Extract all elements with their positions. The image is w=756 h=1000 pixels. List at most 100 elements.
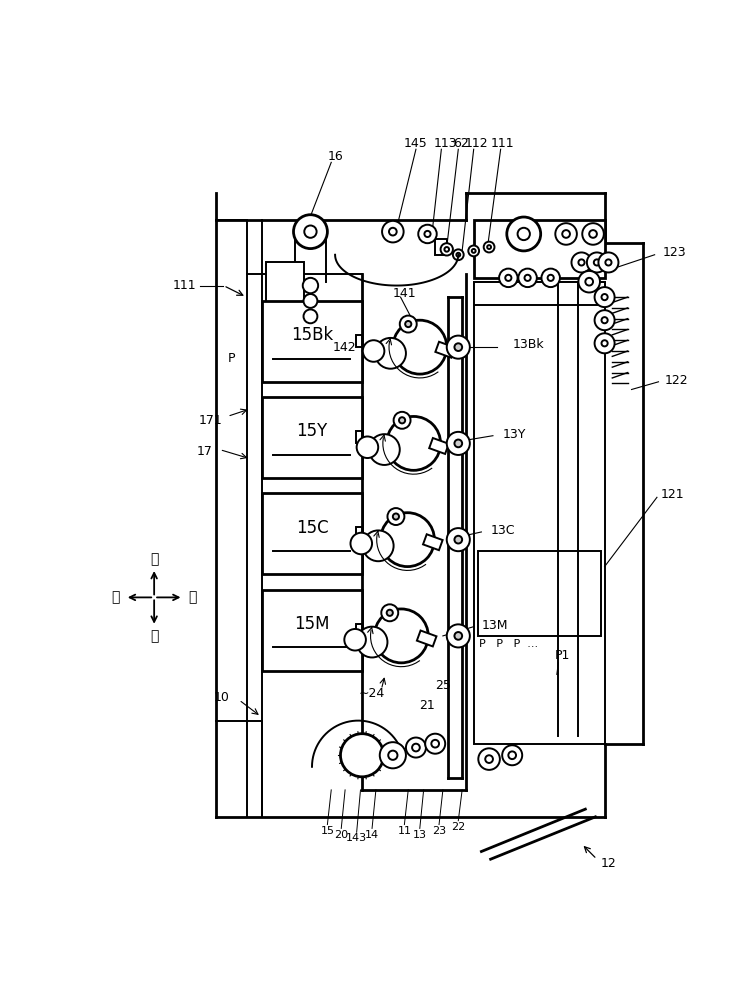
Circle shape <box>602 317 608 323</box>
Bar <box>478 551 601 636</box>
Text: 122: 122 <box>665 374 688 387</box>
Text: P   P   P  ...: P P P ... <box>479 639 538 649</box>
Text: 112: 112 <box>465 137 488 150</box>
Circle shape <box>547 275 553 281</box>
Circle shape <box>293 215 327 249</box>
Circle shape <box>344 629 366 651</box>
Text: 13C: 13C <box>491 524 515 537</box>
Circle shape <box>303 294 318 308</box>
Circle shape <box>602 340 608 346</box>
Text: 15M: 15M <box>294 615 330 633</box>
Bar <box>356 527 362 540</box>
Bar <box>262 493 362 574</box>
Text: 下: 下 <box>150 629 158 643</box>
Circle shape <box>380 513 435 567</box>
Circle shape <box>578 271 600 292</box>
Circle shape <box>594 333 615 353</box>
Circle shape <box>541 269 560 287</box>
Circle shape <box>499 269 518 287</box>
Text: 20: 20 <box>334 830 349 840</box>
Bar <box>435 342 455 358</box>
Circle shape <box>484 242 494 252</box>
Circle shape <box>340 734 383 777</box>
Circle shape <box>519 269 537 287</box>
Text: 142: 142 <box>333 341 357 354</box>
Circle shape <box>599 252 618 272</box>
Text: 111: 111 <box>491 137 515 150</box>
Text: 15: 15 <box>321 826 334 836</box>
Bar <box>262 301 362 382</box>
Circle shape <box>351 533 372 554</box>
Text: 15Y: 15Y <box>296 422 327 440</box>
Circle shape <box>589 230 597 238</box>
Circle shape <box>389 228 397 235</box>
Bar <box>356 335 362 347</box>
Text: 16: 16 <box>327 150 343 163</box>
Text: P1: P1 <box>555 649 570 662</box>
Circle shape <box>357 627 387 657</box>
Text: 11: 11 <box>398 826 411 836</box>
Circle shape <box>453 249 463 260</box>
Text: 15C: 15C <box>296 519 328 537</box>
Circle shape <box>399 417 405 423</box>
Bar <box>417 631 436 646</box>
Circle shape <box>393 513 399 520</box>
Circle shape <box>505 275 511 281</box>
Circle shape <box>394 412 411 429</box>
Circle shape <box>572 252 591 272</box>
Circle shape <box>418 225 437 243</box>
Text: P: P <box>228 352 235 365</box>
Circle shape <box>594 287 615 307</box>
Circle shape <box>454 536 462 544</box>
Text: 145: 145 <box>404 137 428 150</box>
Circle shape <box>445 247 449 252</box>
Text: 111: 111 <box>173 279 197 292</box>
Circle shape <box>507 217 541 251</box>
Circle shape <box>363 340 384 362</box>
Bar <box>262 590 362 671</box>
Circle shape <box>381 604 398 621</box>
Text: 15Bk: 15Bk <box>291 326 333 344</box>
Circle shape <box>406 738 426 758</box>
Circle shape <box>556 223 577 245</box>
Circle shape <box>424 231 431 237</box>
Text: 13Y: 13Y <box>503 428 526 441</box>
Text: 171: 171 <box>199 414 222 427</box>
Circle shape <box>479 748 500 770</box>
Text: 左: 左 <box>111 590 120 604</box>
Text: 25: 25 <box>435 679 451 692</box>
Circle shape <box>485 755 493 763</box>
Circle shape <box>387 508 404 525</box>
Circle shape <box>382 221 404 242</box>
Bar <box>423 534 443 550</box>
Circle shape <box>606 259 612 266</box>
Bar <box>474 282 605 305</box>
Circle shape <box>375 338 406 369</box>
Circle shape <box>454 343 462 351</box>
Text: 17: 17 <box>197 445 212 458</box>
Text: 23: 23 <box>432 826 446 836</box>
Text: 141: 141 <box>392 287 417 300</box>
Circle shape <box>578 259 584 266</box>
Text: 14: 14 <box>365 830 379 840</box>
Text: 113: 113 <box>433 137 457 150</box>
Circle shape <box>412 744 420 751</box>
Circle shape <box>369 434 400 465</box>
Circle shape <box>508 751 516 759</box>
Text: 上: 上 <box>150 552 158 566</box>
Circle shape <box>389 751 398 760</box>
Text: 右: 右 <box>188 590 197 604</box>
Circle shape <box>518 228 530 240</box>
Circle shape <box>602 294 608 300</box>
Circle shape <box>447 432 469 455</box>
Circle shape <box>525 275 531 281</box>
Circle shape <box>585 278 593 286</box>
Circle shape <box>441 243 453 256</box>
Circle shape <box>447 528 469 551</box>
Bar <box>474 220 605 278</box>
Text: 13M: 13M <box>482 619 508 632</box>
Text: 62: 62 <box>454 137 469 150</box>
Circle shape <box>432 740 439 748</box>
Text: 10: 10 <box>213 691 229 704</box>
Text: 12: 12 <box>600 857 616 870</box>
